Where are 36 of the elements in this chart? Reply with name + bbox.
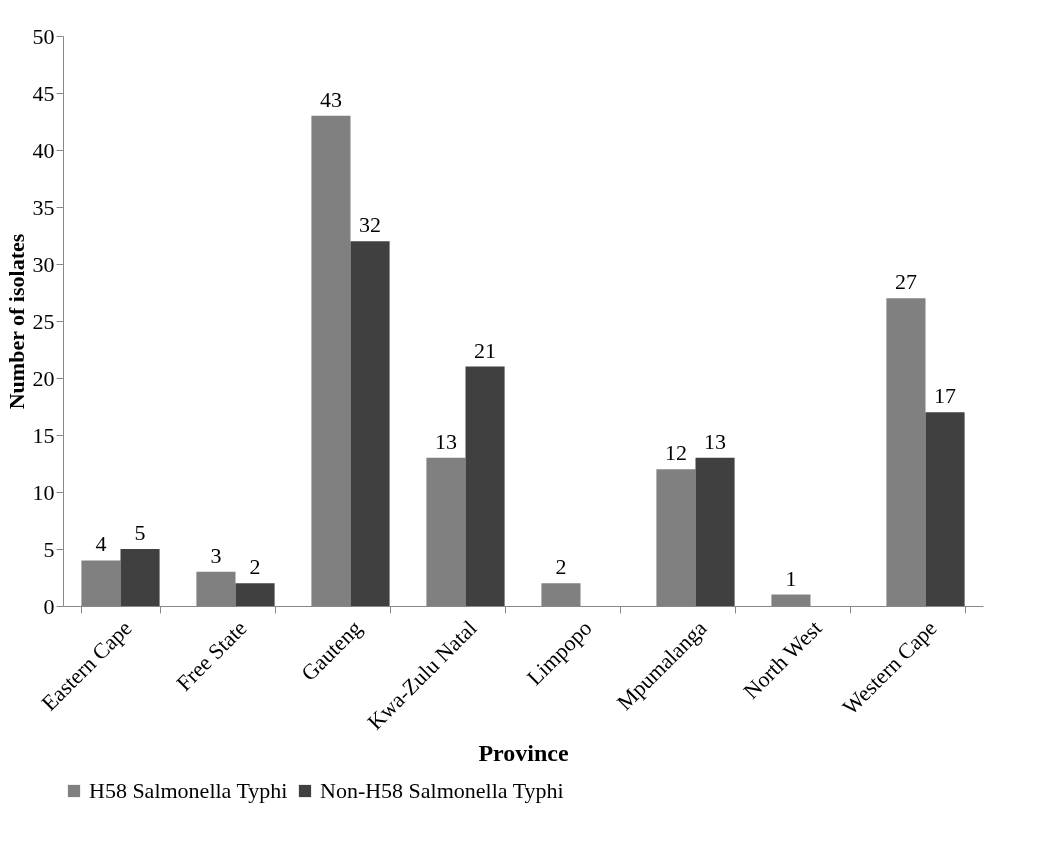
bar [925, 412, 965, 606]
data-label: 43 [319, 86, 342, 112]
y-tick-label: 35 [32, 194, 55, 220]
data-label: 2 [555, 554, 567, 580]
bar [120, 549, 160, 606]
legend-label: Non-H58 Salmonella Typhi [320, 778, 564, 803]
data-label: 21 [474, 337, 497, 363]
data-label: 17 [934, 383, 957, 409]
y-tick-label: 25 [32, 308, 55, 334]
y-tick-label: 40 [32, 137, 55, 163]
y-tick-label: 15 [32, 422, 55, 448]
data-label: 13 [704, 428, 727, 454]
y-tick-label: 30 [32, 251, 55, 277]
data-label: 3 [210, 542, 222, 568]
y-tick-label: 45 [32, 80, 55, 106]
bar [695, 457, 735, 606]
y-tick-label: 50 [32, 23, 55, 49]
x-tick-label: Free State [171, 615, 252, 696]
legend-label: H58 Salmonella Typhi [89, 778, 288, 803]
data-label: 1 [785, 565, 797, 591]
data-label: 12 [664, 440, 687, 466]
y-axis-title: Number of isolates [3, 233, 29, 410]
y-tick-label: 20 [32, 365, 55, 391]
x-axis-title: Province [478, 739, 569, 766]
y-tick-label: 5 [43, 536, 55, 562]
data-label: 27 [894, 269, 917, 295]
y-tick-label: 0 [43, 593, 55, 619]
data-label: 2 [249, 554, 261, 580]
bar [350, 241, 390, 606]
data-label: 13 [434, 428, 457, 454]
bar [235, 583, 275, 606]
y-tick-label: 10 [32, 479, 55, 505]
data-label: 4 [95, 531, 107, 557]
data-label: 5 [134, 520, 146, 545]
data-label: 32 [359, 212, 382, 238]
bar [465, 366, 505, 606]
